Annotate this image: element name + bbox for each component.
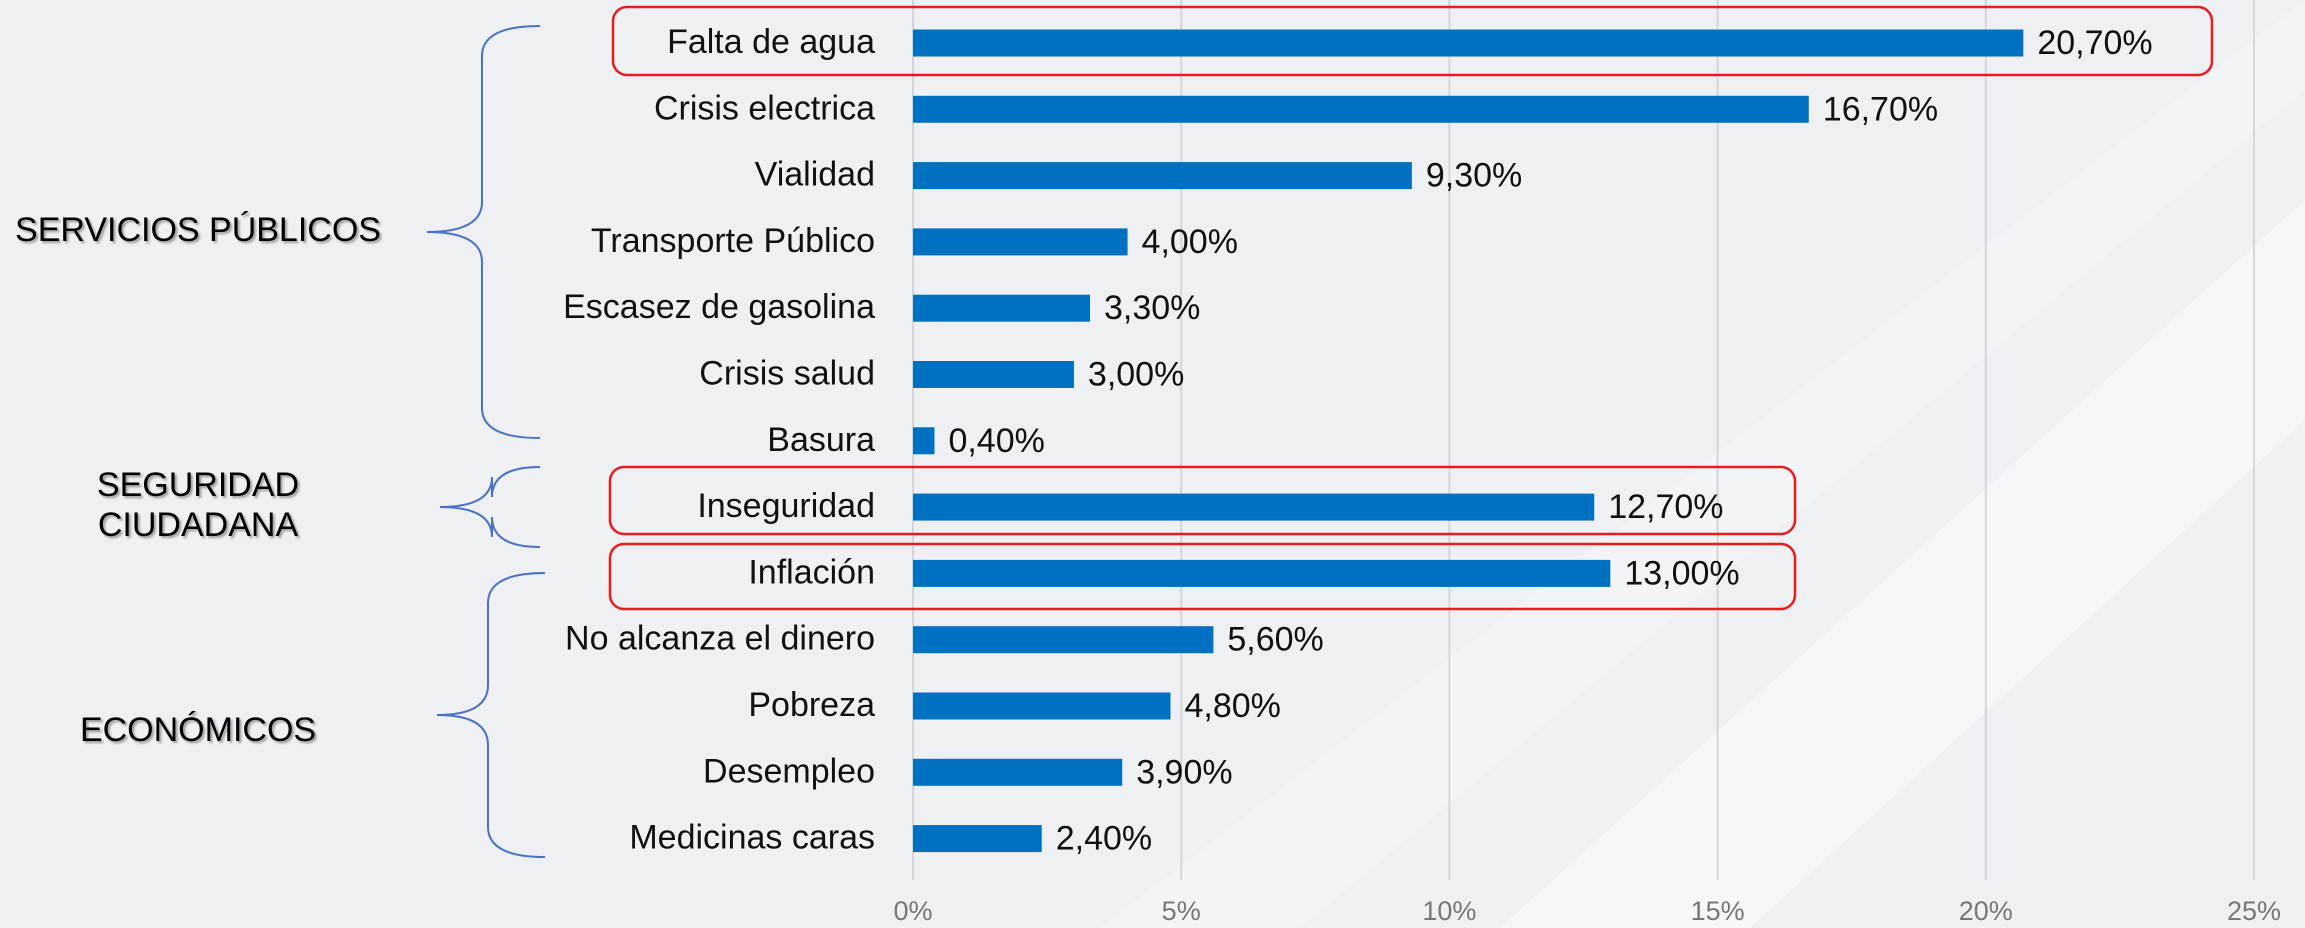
group-brace [439, 466, 541, 548]
y-tick-label: Inseguridad [697, 487, 875, 525]
y-tick-label: Falta de agua [667, 23, 875, 61]
y-tick-label: Desempleo [703, 752, 875, 790]
y-tick-label: Transporte Público [591, 222, 875, 260]
y-tick-label: Medicinas caras [629, 819, 875, 857]
value-label: 3,30% [1104, 289, 1200, 327]
bar [913, 559, 1611, 587]
y-tick-label: Crisis electrica [654, 89, 875, 127]
bar [913, 29, 2024, 57]
highlight-box [608, 465, 1797, 536]
value-label: 20,70% [2037, 24, 2152, 62]
y-tick-label: Crisis salud [699, 354, 875, 392]
bar [913, 228, 1128, 256]
value-label: 16,70% [1823, 90, 1938, 128]
value-label: 3,00% [1088, 355, 1184, 393]
value-label: 3,90% [1136, 753, 1232, 791]
group-brace [426, 25, 541, 439]
x-tick-label: 15% [1691, 896, 1745, 926]
group-label: SERVICIOS PÚBLICOS [15, 211, 381, 249]
y-tick-label: No alcanza el dinero [565, 620, 875, 658]
bar [913, 162, 1412, 190]
group-brace [436, 572, 546, 858]
background-stripe [1100, 0, 2305, 928]
group-label: ECONÓMICOS [80, 711, 316, 749]
value-label: 5,60% [1227, 621, 1323, 659]
value-label: 4,00% [1142, 223, 1238, 261]
bar [913, 294, 1091, 322]
x-tick-label: 20% [1959, 896, 2013, 926]
value-label: 2,40% [1056, 820, 1152, 858]
value-label: 0,40% [948, 422, 1044, 460]
value-label: 13,00% [1624, 554, 1739, 592]
bar [913, 427, 935, 455]
group-label: SEGURIDAD [97, 466, 299, 504]
highlight-box [608, 542, 1797, 611]
bar [913, 95, 1809, 123]
bar [913, 825, 1042, 853]
group-label: CIUDADANA [98, 506, 299, 544]
y-tick-label: Inflación [748, 553, 875, 591]
x-tick-label: 25% [2227, 896, 2281, 926]
x-tick-label: 10% [1422, 896, 1476, 926]
bar [913, 626, 1214, 654]
value-label: 9,30% [1426, 157, 1522, 195]
bar [913, 493, 1595, 521]
bar [913, 758, 1123, 786]
highlight-box [611, 5, 2214, 77]
x-tick-label: 5% [1162, 896, 1201, 926]
bar [913, 361, 1074, 388]
value-label: 4,80% [1184, 687, 1280, 725]
x-tick-label: 0% [893, 896, 932, 926]
y-tick-label: Pobreza [748, 686, 875, 724]
y-tick-label: Basura [767, 421, 875, 459]
y-tick-label: Escasez de gasolina [563, 288, 875, 326]
y-tick-label: Vialidad [755, 156, 875, 194]
value-label: 12,70% [1608, 488, 1723, 526]
background-stripe [1500, 200, 2305, 928]
bar [913, 692, 1171, 720]
